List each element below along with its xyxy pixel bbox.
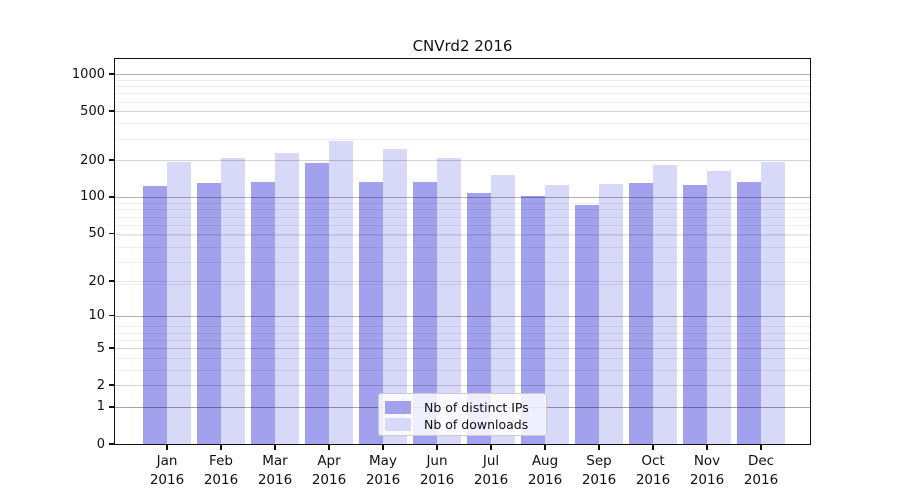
x-tick-label: Jun 2016	[419, 453, 455, 488]
x-tick-label: Oct 2016	[635, 453, 671, 488]
y-tick-mark	[109, 196, 114, 198]
bar-distinct-ips	[683, 184, 707, 444]
x-tick-mark	[382, 445, 384, 450]
x-tick-mark	[436, 445, 438, 450]
bar-downloads	[761, 161, 785, 444]
y-tick-mark	[109, 110, 114, 112]
y-tick-mark	[109, 347, 114, 349]
bar-downloads	[167, 161, 191, 444]
bar-downloads	[599, 184, 623, 444]
y-tick-mark	[109, 443, 114, 445]
legend-row-distinct-ips: Nb of distinct IPs	[385, 399, 538, 416]
x-tick-mark	[166, 445, 168, 450]
x-tick-mark	[544, 445, 546, 450]
x-tick-mark	[706, 445, 708, 450]
x-tick-mark	[490, 445, 492, 450]
y-tick-label: 2	[96, 377, 105, 393]
x-tick-label: May 2016	[365, 453, 401, 488]
y-tick-mark	[109, 314, 114, 317]
y-tick-label: 200	[80, 152, 105, 168]
bar-downloads	[707, 170, 731, 444]
bar-downloads	[653, 164, 677, 444]
legend-swatch-downloads	[385, 418, 411, 431]
x-tick-mark	[274, 445, 276, 450]
bar-distinct-ips	[143, 185, 167, 444]
plot-area	[114, 58, 811, 445]
y-tick-label: 50	[88, 226, 105, 241]
x-tick-label: Sep 2016	[581, 453, 617, 488]
y-tick-mark	[109, 384, 114, 386]
x-tick-mark	[652, 445, 654, 450]
legend-label-distinct-ips: Nb of distinct IPs	[424, 400, 529, 415]
legend: Nb of distinct IPs Nb of downloads	[378, 393, 547, 436]
y-tick-label: 1000	[71, 66, 105, 82]
legend-swatch-distinct-ips	[385, 401, 411, 414]
x-tick-mark	[328, 445, 330, 450]
bar-downloads	[329, 140, 353, 444]
y-tick-label: 1	[96, 399, 105, 415]
y-tick-mark	[109, 73, 114, 75]
chart-title: CNVrd2 2016	[412, 37, 513, 55]
x-tick-label: Jul 2016	[473, 453, 509, 488]
x-tick-label: Jan 2016	[149, 453, 185, 488]
x-tick-label: Aug 2016	[527, 453, 563, 488]
bar-downloads	[221, 157, 245, 444]
legend-label-downloads: Nb of downloads	[424, 417, 529, 432]
y-tick-label: 500	[80, 103, 105, 119]
x-tick-label: Feb 2016	[203, 453, 239, 488]
x-tick-label: Nov 2016	[689, 453, 725, 488]
y-tick-label: 100	[80, 189, 105, 205]
y-tick-mark	[109, 232, 114, 235]
bar-distinct-ips	[251, 182, 275, 444]
y-tick-label: 10	[88, 308, 105, 324]
bars-layer	[115, 59, 810, 444]
x-tick-mark	[760, 445, 762, 450]
y-tick-mark	[109, 406, 114, 408]
y-tick-label: 5	[96, 340, 105, 356]
bar-distinct-ips	[305, 163, 329, 444]
bar-downloads	[545, 185, 569, 444]
bar-distinct-ips	[737, 182, 761, 444]
x-tick-label: Mar 2016	[257, 453, 293, 488]
x-tick-mark	[220, 445, 222, 450]
bar-distinct-ips	[197, 182, 221, 444]
bar-distinct-ips	[575, 204, 599, 444]
x-tick-label: Dec 2016	[743, 453, 779, 488]
x-tick-mark	[598, 445, 600, 450]
y-tick-mark	[109, 280, 114, 282]
legend-row-downloads: Nb of downloads	[385, 416, 538, 433]
x-tick-label: Apr 2016	[311, 453, 347, 488]
bar-distinct-ips	[629, 182, 653, 444]
y-tick-label: 0	[96, 436, 105, 452]
y-tick-mark	[109, 159, 114, 161]
y-tick-label: 20	[88, 273, 105, 289]
bar-downloads	[275, 152, 299, 444]
